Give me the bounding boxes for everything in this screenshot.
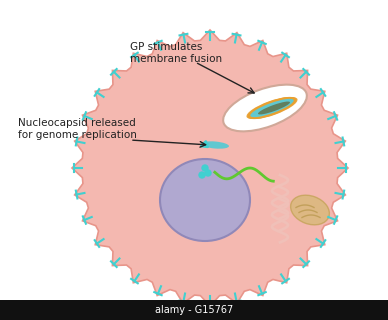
Ellipse shape [246,97,296,119]
Ellipse shape [248,97,298,119]
Circle shape [205,170,211,176]
Circle shape [199,172,205,178]
Ellipse shape [201,141,229,149]
Text: Nucleocapsid released
for genome replication: Nucleocapsid released for genome replica… [18,118,137,140]
Polygon shape [72,30,348,306]
Ellipse shape [248,97,296,119]
Ellipse shape [250,99,294,117]
Circle shape [202,165,208,171]
Ellipse shape [291,195,329,225]
Ellipse shape [258,101,290,115]
Bar [0,300,388,320]
Text: alamy - G15767: alamy - G15767 [155,305,233,315]
Text: GP stimulates
membrane fusion: GP stimulates membrane fusion [130,42,222,64]
Ellipse shape [223,85,307,131]
Ellipse shape [160,159,250,241]
